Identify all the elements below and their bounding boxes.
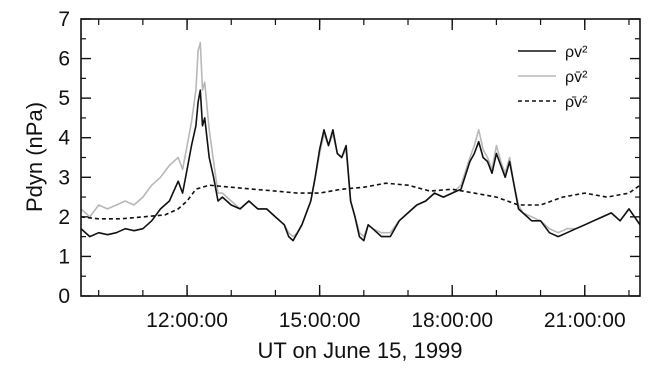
legend-entry-0: ρv²	[518, 44, 588, 61]
series-line-2	[80, 182, 641, 220]
y-axis-title: Pdyn (nPa)	[22, 102, 47, 212]
x-tick-label: 12:00:00	[146, 309, 228, 332]
y-tick-label: 5	[58, 87, 70, 110]
legend-label-2: ρ̄v²	[565, 94, 588, 111]
y-tick-label: 3	[58, 166, 70, 189]
series-layer	[80, 41, 641, 242]
legend-entry-2: ρ̄v²	[518, 94, 588, 111]
legend-entry-1: ρv̄²	[518, 69, 588, 86]
plot-frame	[80, 18, 641, 297]
x-tick-label: 15:00:00	[279, 309, 361, 332]
legend-label-0: ρv²	[565, 44, 588, 61]
y-tick-label: 7	[58, 8, 70, 31]
y-tick-label: 2	[58, 206, 70, 229]
legend: ρv² ρv̄² ρ̄v²	[518, 44, 588, 111]
y-axis-ticks: 0 1 2 3 4 5 6 7	[58, 8, 640, 308]
y-tick-label: 1	[58, 245, 70, 268]
series-line-0	[80, 89, 641, 242]
x-tick-label: 18:00:00	[411, 309, 493, 332]
legend-label-1: ρv̄²	[565, 69, 588, 86]
y-tick-label: 0	[58, 285, 70, 308]
x-axis-title: UT on June 15, 1999	[257, 338, 462, 363]
x-axis-ticks: 12:00:00 15:00:00 18:00:00 21:00:00	[98, 19, 630, 332]
series-line-1	[80, 41, 641, 238]
x-tick-label: 21:00:00	[544, 309, 626, 332]
y-tick-label: 6	[58, 48, 70, 71]
y-tick-label: 4	[58, 127, 70, 150]
